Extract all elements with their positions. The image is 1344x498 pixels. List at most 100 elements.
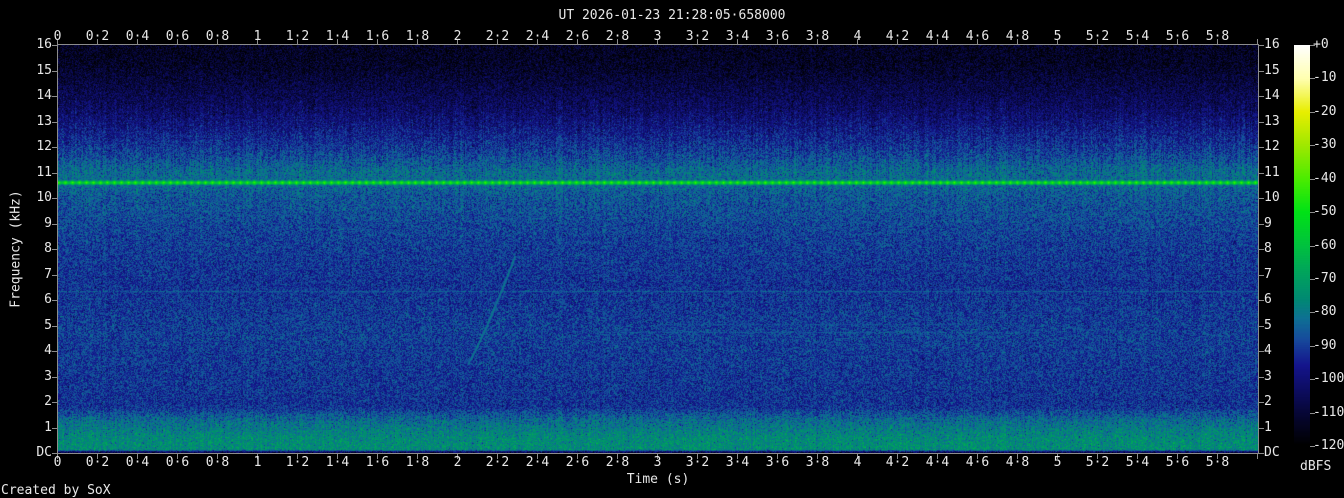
y-axis-tick-right: [1259, 70, 1264, 72]
x-tick-label-top: 3: [653, 29, 662, 44]
y-tick-label-right: 5: [1264, 317, 1272, 333]
x-tick-label-bottom: 4·4: [925, 455, 950, 470]
x-axis-tick-top: [97, 39, 98, 44]
x-tick-label-bottom: 5·8: [1205, 455, 1230, 470]
x-axis-tick-top: [977, 39, 978, 44]
x-axis-tick-top: [1097, 39, 1098, 44]
x-tick-label-bottom: 1: [253, 455, 262, 470]
y-tick-label-left: 6: [44, 292, 52, 307]
x-axis-tick-top: [1257, 39, 1258, 44]
x-tick-label-bottom: 2·8: [605, 455, 630, 470]
x-axis-tick-bottom: [257, 454, 258, 459]
y-tick-label-right: 13: [1264, 113, 1280, 129]
y-axis-tick-left: [52, 223, 57, 225]
x-tick-label-top: 1·8: [405, 29, 430, 44]
x-axis-tick-top: [1217, 39, 1218, 44]
x-axis-tick-top: [777, 39, 778, 44]
x-tick-label-bottom: 4·8: [1005, 455, 1030, 470]
x-axis-tick-bottom: [177, 454, 178, 459]
colorbar-tick: [1310, 111, 1315, 113]
y-axis-tick-right: [1259, 453, 1264, 454]
colorbar-tick-label: -60: [1313, 237, 1337, 253]
x-tick-label-bottom: 3·6: [765, 455, 790, 470]
plot-title: UT 2026-01-23 21:28:05·658000: [558, 8, 786, 23]
x-tick-label-top: 1·4: [325, 29, 350, 44]
colorbar-tick: [1310, 278, 1315, 280]
y-axis-tick-left: [52, 300, 57, 301]
x-tick-label-bottom: 1·6: [365, 455, 390, 470]
x-axis-tick-bottom: [1017, 454, 1018, 459]
x-axis-tick-bottom: [1057, 454, 1058, 459]
colorbar-tick-label: -40: [1313, 170, 1337, 186]
x-axis-tick-top: [937, 39, 938, 44]
x-tick-label-top: 5·8: [1205, 29, 1230, 44]
y-tick-label-right: 14: [1264, 88, 1280, 103]
y-tick-label-left: 3: [44, 368, 52, 384]
x-axis-tick-bottom: [297, 454, 298, 459]
y-axis-tick-left: [52, 96, 57, 97]
x-axis-tick-bottom: [1177, 454, 1178, 459]
x-axis-tick-top: [57, 39, 58, 44]
x-axis-tick-top: [1017, 39, 1018, 44]
x-tick-label-top: 3·6: [765, 29, 790, 44]
x-axis-tick-top: [257, 39, 258, 44]
x-axis-tick-top: [617, 39, 618, 44]
x-axis-tick-top: [457, 39, 458, 44]
x-tick-label-bottom: 5·2: [1085, 455, 1110, 470]
colorbar-tick-label: -20: [1313, 103, 1337, 119]
x-tick-label-top: 4·8: [1005, 29, 1030, 44]
x-axis-tick-top: [737, 39, 738, 44]
colorbar-tick: [1310, 78, 1315, 80]
x-tick-label-top: 3·8: [805, 29, 830, 44]
x-tick-label-top: 0·6: [165, 29, 190, 44]
created-by-sox-credit: Created by SoX: [1, 483, 111, 498]
y-tick-label-right: 8: [1264, 241, 1272, 256]
x-tick-label-top: 5·2: [1085, 29, 1110, 44]
y-axis-tick-left: [52, 198, 57, 199]
x-axis-tick-bottom: [217, 454, 218, 459]
x-tick-label-bottom: 2·4: [525, 455, 550, 470]
x-axis-tick-bottom: [617, 454, 618, 459]
y-axis-tick-left: [52, 274, 57, 276]
x-tick-label-bottom: 3·8: [805, 455, 830, 470]
x-axis-tick-bottom: [977, 454, 978, 459]
x-tick-label-top: 5·6: [1165, 29, 1190, 44]
x-axis-tick-bottom: [1097, 454, 1098, 459]
y-axis-tick-left: [52, 147, 57, 148]
y-axis-tick-left: [52, 376, 57, 378]
colorbar-tick-label: -110: [1313, 404, 1344, 420]
x-tick-label-top: 5: [1053, 29, 1062, 44]
x-axis-tick-top: [337, 39, 338, 44]
x-tick-label-bottom: 4: [853, 455, 862, 470]
x-axis-tick-top: [297, 39, 298, 44]
x-axis-tick-bottom: [457, 454, 458, 459]
x-tick-label-top: 0: [53, 29, 62, 44]
x-axis-tick-bottom: [737, 454, 738, 459]
plot-frame: [57, 44, 1259, 454]
x-tick-label-top: 0·4: [125, 29, 150, 44]
y-axis-tick-right: [1259, 172, 1264, 174]
y-axis-tick-right: [1259, 223, 1264, 225]
x-axis-tick-top: [377, 39, 378, 44]
x-tick-label-top: 1·2: [285, 29, 310, 44]
y-axis-tick-right: [1259, 249, 1264, 250]
colorbar-tick: [1310, 212, 1315, 214]
x-tick-label-bottom: 5·4: [1125, 455, 1150, 470]
colorbar-tick: [1310, 45, 1315, 46]
colorbar-tick-label: -70: [1313, 270, 1337, 286]
y-tick-label-left: 5: [44, 317, 52, 333]
y-tick-label-right: 16: [1264, 37, 1280, 52]
x-axis-tick-bottom: [897, 454, 898, 459]
y-tick-label-right: 7: [1264, 266, 1272, 282]
y-axis-tick-right: [1259, 121, 1264, 123]
x-tick-label-bottom: 4·2: [885, 455, 910, 470]
x-axis-tick-bottom: [537, 454, 538, 459]
x-axis-tick-top: [1177, 39, 1178, 44]
y-axis-tick-right: [1259, 402, 1264, 403]
x-axis-tick-bottom: [697, 454, 698, 459]
colorbar-tick: [1310, 312, 1315, 314]
x-tick-label-top: 2: [453, 29, 462, 44]
x-tick-label-bottom: 5: [1053, 455, 1062, 470]
x-tick-label-top: 4·6: [965, 29, 990, 44]
x-tick-label-bottom: 2·2: [485, 455, 510, 470]
